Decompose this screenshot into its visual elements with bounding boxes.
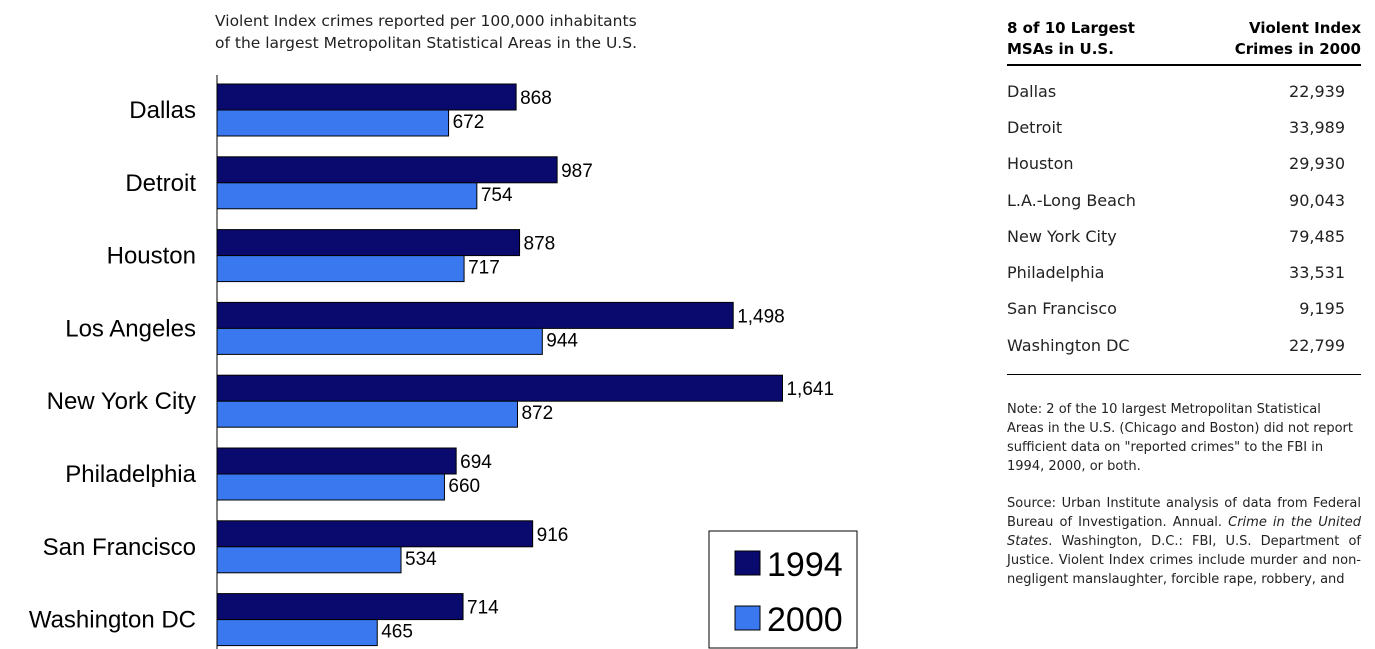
row-value: 29,930 (1289, 154, 1345, 174)
bar-detroit-1994 (216, 156, 558, 184)
row-value: 79,485 (1289, 226, 1345, 246)
legend: 1994 2000 (708, 530, 858, 649)
bar-new-york-city-2000 (216, 400, 518, 428)
table-row: L.A.-Long Beach 90,043 (1007, 182, 1361, 218)
header-left-line-2: MSAs in U.S. (1007, 40, 1114, 58)
header-right-line-1: Violent Index (1248, 19, 1361, 37)
table-row: Washington DC 22,799 (1007, 327, 1361, 363)
bar-houston-1994 (216, 229, 521, 257)
value-label-philadelphia-2000: 660 (448, 476, 480, 497)
row-city: Detroit (1007, 117, 1063, 137)
table-row: Detroit 33,989 (1007, 109, 1361, 145)
category-label-san-francisco: San Francisco (43, 534, 196, 561)
row-value: 9,195 (1299, 299, 1345, 319)
value-label-philadelphia-1994: 694 (460, 452, 492, 473)
source-text-1: Source: Urban Institute analysis of data… (1007, 496, 1361, 531)
bar-houston-2000 (216, 255, 465, 283)
legend-label-1994: 1994 (767, 546, 843, 584)
category-label-washington-dc: Washington DC (29, 607, 196, 634)
table-body: Dallas 22,939 Detroit 33,989 Houston 29,930… (1007, 66, 1361, 376)
category-label-philadelphia: Philadelphia (65, 461, 196, 488)
value-label-washington-dc-2000: 465 (381, 622, 413, 643)
chart-subtitle: Violent Index crimes reported per 100,00… (215, 10, 775, 54)
value-label-los-angeles-1994: 1,498 (737, 306, 785, 327)
header-right-line-2: Crimes in 2000 (1234, 40, 1361, 58)
table-header: 8 of 10 Largest MSAs in U.S. Violent Ind… (1007, 18, 1361, 66)
subtitle-line-1: Violent Index crimes reported per 100,00… (215, 12, 637, 30)
table-row: Houston 29,930 (1007, 146, 1361, 182)
row-value: 22,939 (1289, 81, 1345, 101)
category-label-dallas: Dallas (129, 97, 196, 124)
bar-chart: Dallas 868 672 Detroit 987 754 Houston 878 717 Lo… (29, 75, 858, 649)
row-city: New York City (1007, 226, 1117, 246)
row-value: 22,799 (1289, 335, 1345, 355)
bar-washington-dc-2000 (216, 619, 378, 647)
legend-swatch-1994 (734, 550, 761, 576)
row-value: 90,043 (1289, 190, 1345, 210)
row-city: Washington DC (1007, 335, 1130, 355)
source-title: Crime in the United States (1007, 515, 1361, 550)
table-row: New York City 79,485 (1007, 218, 1361, 254)
legend-swatch-2000 (734, 605, 761, 631)
value-label-detroit-1994: 987 (561, 161, 593, 182)
table-row: Dallas 22,939 (1007, 73, 1361, 109)
row-city: Philadelphia (1007, 263, 1105, 283)
bar-washington-dc-1994 (216, 593, 464, 621)
row-value: 33,531 (1289, 263, 1345, 283)
value-label-san-francisco-2000: 534 (405, 549, 437, 570)
row-value: 33,989 (1289, 117, 1345, 137)
bar-san-francisco-2000 (216, 546, 402, 574)
bar-dallas-1994 (216, 83, 517, 111)
row-city: Dallas (1007, 81, 1057, 101)
table-header-right: Violent Index Crimes in 2000 (1235, 18, 1361, 60)
table-header-left: 8 of 10 Largest MSAs in U.S. (1007, 18, 1197, 60)
bar-los-angeles-1994 (216, 301, 734, 329)
value-label-dallas-1994: 868 (520, 88, 552, 109)
bar-dallas-2000 (216, 109, 450, 137)
category-label-detroit: Detroit (125, 170, 196, 197)
table-note: Note: 2 of the 10 largest Metropolitan S… (1007, 402, 1353, 475)
value-label-san-francisco-1994: 916 (537, 525, 569, 546)
bar-philadelphia-2000 (216, 473, 445, 501)
bars-layer: Dallas 868 672 Detroit 987 754 Houston 878 717 Lo… (29, 83, 834, 647)
header-left-line-1: 8 of 10 Largest (1007, 19, 1135, 37)
value-label-detroit-2000: 754 (481, 185, 513, 206)
table-row: Philadelphia 33,531 (1007, 254, 1361, 290)
category-label-new-york-city: New York City (47, 388, 196, 415)
msa-crime-table: 8 of 10 Largest MSAs in U.S. Violent Ind… (1007, 18, 1361, 589)
bar-philadelphia-1994 (216, 447, 457, 475)
row-city: Houston (1007, 154, 1074, 174)
value-label-new-york-city-2000: 872 (521, 403, 553, 424)
bar-detroit-2000 (216, 182, 478, 210)
bar-los-angeles-2000 (216, 327, 543, 355)
value-label-houston-1994: 878 (524, 234, 556, 255)
value-label-los-angeles-2000: 944 (546, 330, 578, 351)
legend-label-2000: 2000 (767, 601, 843, 639)
value-label-houston-2000: 717 (468, 258, 500, 279)
bar-new-york-city-1994 (216, 374, 783, 402)
value-label-washington-dc-1994: 714 (467, 598, 499, 619)
value-label-dallas-2000: 672 (453, 112, 485, 133)
bar-san-francisco-1994 (216, 520, 534, 548)
source-text-2: . Washington, D.C.: FBI, U.S. Department… (1007, 534, 1361, 588)
source-citation: Source: Urban Institute analysis of data… (1007, 494, 1361, 589)
category-label-houston: Houston (107, 243, 196, 270)
row-city: San Francisco (1007, 299, 1117, 319)
category-label-los-angeles: Los Angeles (65, 315, 196, 342)
value-label-new-york-city-1994: 1,641 (786, 379, 834, 400)
legend-box (708, 530, 858, 649)
row-city: L.A.-Long Beach (1007, 190, 1136, 210)
subtitle-line-2: of the largest Metropolitan Statistical … (215, 34, 637, 52)
table-row: San Francisco 9,195 (1007, 291, 1361, 327)
